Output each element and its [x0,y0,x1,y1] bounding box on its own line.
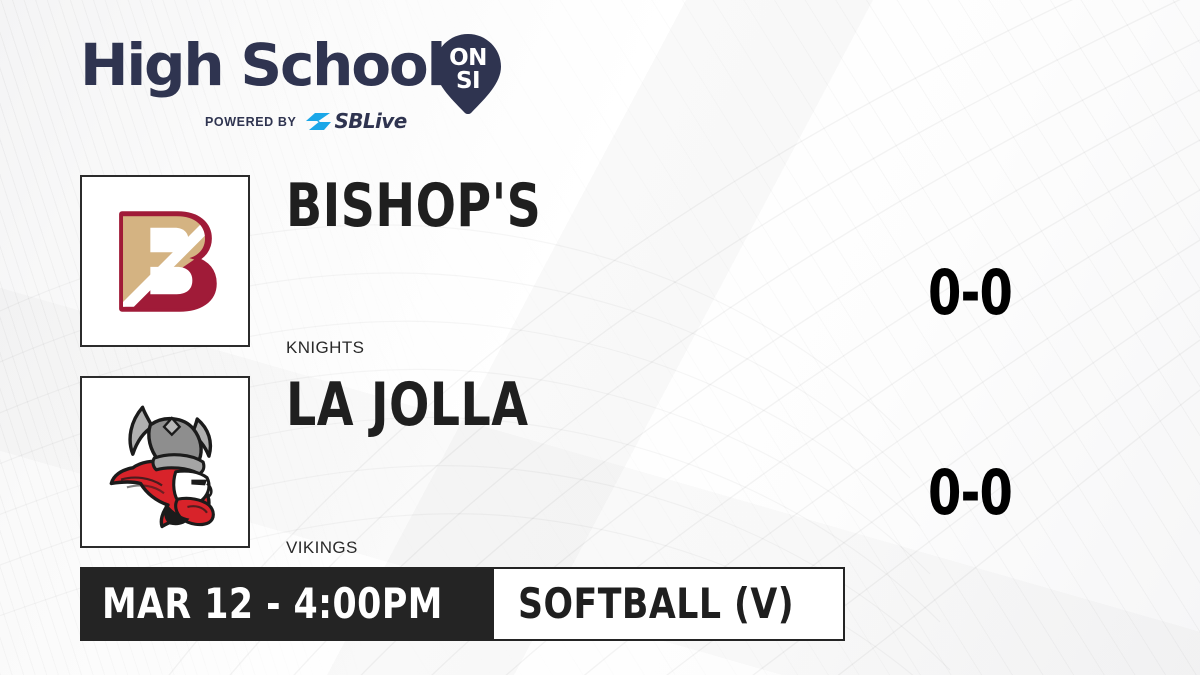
brand-lockup: High School ON SI POWERED BY SBLive [80,31,510,136]
game-datetime-block: MAR 12 - 4:00PM [80,567,495,641]
away-team-record: 0-0 [927,456,1013,529]
home-team-name: BISHOP'S [286,171,542,241]
sblive-word-upper: SBL [334,109,376,133]
map-pin-icon: ON SI [431,32,505,116]
svg-text:ON: ON [449,45,487,71]
away-team-name: LA JOLLA [286,370,529,440]
sblive-wordmark: SBLive [334,109,407,133]
sblive-word-lower: ive [375,109,407,133]
game-sport-block: SOFTBALL (V) [494,567,845,641]
home-team-mascot: KNIGHTS [286,338,365,357]
sblive-bolt-icon [306,113,332,130]
bishops-b-logo-icon [119,211,217,312]
home-team-record: 0-0 [927,256,1013,329]
away-team-logo-tile [80,376,250,548]
brand-wordmark: High School [80,31,446,99]
home-team-logo-tile [80,175,250,347]
powered-by-lockup: POWERED BY SBLive [205,109,407,133]
la-jolla-viking-logo-icon [109,405,215,529]
svg-text:SI: SI [456,68,480,94]
powered-by-label: POWERED BY [205,114,297,129]
game-sport: SOFTBALL (V) [518,579,795,628]
away-team-mascot: VIKINGS [286,538,358,557]
game-datetime: MAR 12 - 4:00PM [102,579,443,628]
game-info-banner: MAR 12 - 4:00PM SOFTBALL (V) [80,567,845,641]
sblive-logo: SBLive [305,109,407,133]
